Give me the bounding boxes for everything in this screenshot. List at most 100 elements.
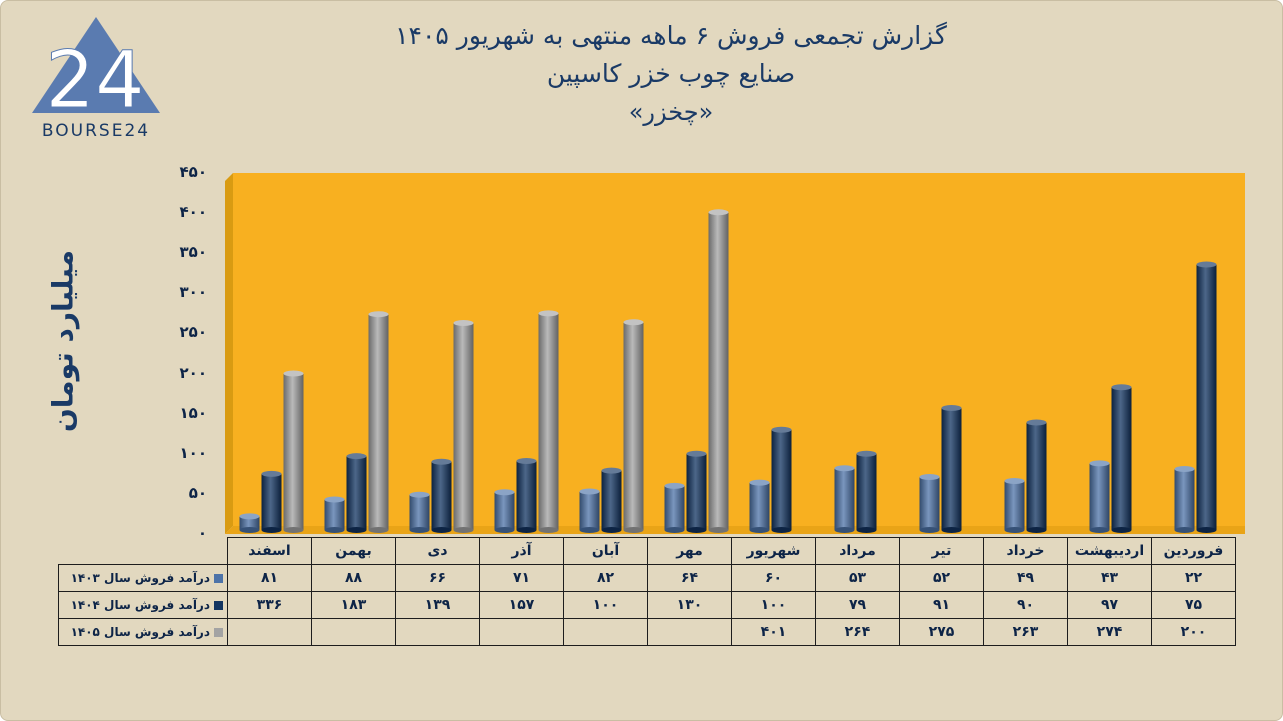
legend-entry: درآمد فروش سال ۱۴۰۳ <box>58 564 228 592</box>
legend-swatch <box>214 574 223 583</box>
bar <box>1004 478 1025 533</box>
bar <box>601 467 622 533</box>
bar <box>494 489 515 533</box>
plot-floor <box>225 526 1245 534</box>
bar <box>708 209 729 533</box>
data-label: ۱۰۰ <box>563 591 648 619</box>
bar <box>1174 466 1195 533</box>
table-row: درآمد فروش سال ۱۴۰۳ ۸۱ ۸۸ ۶۶ ۷۱ ۸۲ ۶۴ ۶۰ ۵۳ ۵۲ ۴۹ ۴… <box>58 564 1236 592</box>
data-label: ۹۰ <box>983 591 1068 619</box>
table-corner <box>58 537 228 565</box>
y-tick-label: ۲۰۰ <box>179 363 207 382</box>
category-label: خرداد <box>983 537 1068 565</box>
data-label: ۳۳۶ <box>227 591 312 619</box>
data-label: ۷۵ <box>1151 591 1236 619</box>
plot-side-wall <box>225 173 233 534</box>
data-label: ۲۰۰ <box>1151 618 1236 646</box>
category-label: اردیبهشت <box>1067 537 1152 565</box>
bar-group <box>239 209 1217 533</box>
bar <box>771 426 792 533</box>
bourse24-logo-icon: 24 <box>32 17 160 127</box>
bar <box>1196 261 1217 533</box>
bar <box>856 450 877 533</box>
chart-subtitle: صنایع چوب خزر کاسپین <box>546 59 796 88</box>
data-label: ۸۸ <box>311 564 396 592</box>
data-label: ۲۶۴ <box>815 618 900 646</box>
y-tick-label: ۳۰۰ <box>179 283 207 302</box>
y-tick-label: ۴۰۰ <box>179 203 207 222</box>
category-label: مرداد <box>815 537 900 565</box>
data-label <box>647 618 732 646</box>
legend-swatch <box>214 601 223 610</box>
y-tick-label: ۲۵۰ <box>179 323 207 342</box>
legend-entry: درآمد فروش سال ۱۴۰۵ <box>58 618 228 646</box>
data-label: ۱۳۹ <box>395 591 480 619</box>
chart-ticker: «چخزر» <box>628 98 714 126</box>
data-label: ۴۳ <box>1067 564 1152 592</box>
series-name: درآمد فروش سال ۱۴۰۵ <box>70 625 210 639</box>
category-label: بهمن <box>311 537 396 565</box>
bar <box>283 370 304 533</box>
bar <box>623 319 644 533</box>
data-label: ۷۹ <box>815 591 900 619</box>
y-tick-label: ۵۰ <box>188 483 207 502</box>
bar <box>941 405 962 533</box>
bar <box>579 488 600 533</box>
data-label: ۴۹ <box>983 564 1068 592</box>
bar <box>749 479 770 533</box>
data-label: ۲۷۴ <box>1067 618 1152 646</box>
category-label: مهر <box>647 537 732 565</box>
data-label: ۹۱ <box>899 591 984 619</box>
plot-area <box>225 173 1245 534</box>
category-label: آبان <box>563 537 648 565</box>
plot-back-wall <box>233 173 1245 526</box>
bar <box>239 513 260 533</box>
bar <box>919 474 940 533</box>
data-label: ۲۷۵ <box>899 618 984 646</box>
data-label: ۵۳ <box>815 564 900 592</box>
data-label: ۲۲ <box>1151 564 1236 592</box>
chart-title: گزارش تجمعی فروش ۶ ماهه منتهی به شهریور … <box>395 21 947 50</box>
category-label: شهریور <box>731 537 816 565</box>
bar <box>1026 419 1047 533</box>
data-label: ۱۳۰ <box>647 591 732 619</box>
bar <box>346 453 367 533</box>
data-label: ۴۰۱ <box>731 618 816 646</box>
bar <box>538 310 559 533</box>
data-label: ۷۱ <box>479 564 564 592</box>
data-label: ۶۶ <box>395 564 480 592</box>
data-label: ۶۰ <box>731 564 816 592</box>
legend-entry: درآمد فروش سال ۱۴۰۴ <box>58 591 228 619</box>
bar <box>368 311 389 533</box>
bar <box>834 465 855 533</box>
data-label: ۸۱ <box>227 564 312 592</box>
data-label: ۸۲ <box>563 564 648 592</box>
data-label: ۵۲ <box>899 564 984 592</box>
data-label: ۲۶۳ <box>983 618 1068 646</box>
y-tick-label: ۱۰۰ <box>179 443 207 462</box>
bar <box>1111 384 1132 533</box>
legend-swatch <box>214 628 223 637</box>
bar <box>453 320 474 533</box>
y-tick-label: ۳۵۰ <box>179 243 207 262</box>
logo-mark: 24 <box>45 36 144 126</box>
logo-text: BOURSE24 <box>41 121 151 141</box>
y-tick-label: ۴۵۰ <box>179 163 207 181</box>
bar <box>686 450 707 533</box>
category-label: دی <box>395 537 480 565</box>
y-tick-label: ۱۵۰ <box>179 403 207 422</box>
category-label: تیر <box>899 537 984 565</box>
category-label: اسفند <box>227 537 312 565</box>
data-label: ۹۷ <box>1067 591 1152 619</box>
data-label <box>227 618 312 646</box>
series-name: درآمد فروش سال ۱۴۰۴ <box>70 598 210 612</box>
data-label <box>563 618 648 646</box>
bar-chart <box>225 173 1245 534</box>
category-label: آذر <box>479 537 564 565</box>
series-name: درآمد فروش سال ۱۴۰۳ <box>70 571 210 585</box>
data-label: ۶۴ <box>647 564 732 592</box>
data-label <box>395 618 480 646</box>
bar <box>516 457 537 533</box>
y-tick-label: ۰ <box>197 524 207 542</box>
